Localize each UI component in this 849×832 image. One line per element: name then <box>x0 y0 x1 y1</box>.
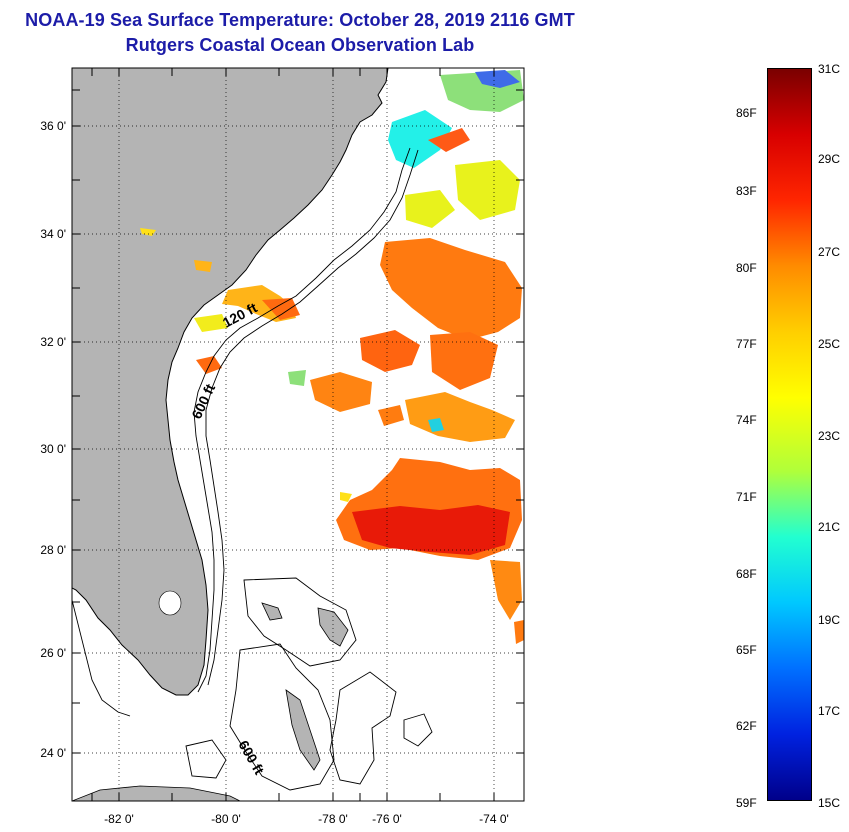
colorbar-c-label: 29C <box>818 152 841 166</box>
lat-label: 24 0' <box>40 746 66 760</box>
colorbar-f-label: 83F <box>736 184 757 198</box>
colorbar-c-label: 25C <box>818 337 841 351</box>
colorbar-c-label: 21C <box>818 520 841 534</box>
land-mainland <box>72 68 389 696</box>
lake-okeechobee <box>158 590 182 616</box>
land-bahamas-2 <box>285 689 321 771</box>
colorbar-c-label: 19C <box>818 613 841 627</box>
colorbar-f-label: 62F <box>736 719 757 733</box>
lon-label: -74 0' <box>479 812 509 826</box>
contour-label-600ft: 600 ft <box>188 381 218 421</box>
lat-ticks <box>72 89 524 754</box>
lon-label: -78 0' <box>318 812 348 826</box>
lat-label: 34 0' <box>40 227 66 241</box>
map-frame <box>71 67 525 802</box>
map-subtitle: Rutgers Coastal Ocean Observation Lab <box>125 35 475 55</box>
colorbar-f-label: 77F <box>736 337 757 351</box>
colorbar-c-label: 27C <box>818 245 841 259</box>
colorbar-f-label: 86F <box>736 106 757 120</box>
land-cuba <box>72 785 241 801</box>
colorbar-c-label: 23C <box>818 429 841 443</box>
lat-label: 36 0' <box>40 119 66 133</box>
colorbar-f-label: 71F <box>736 490 757 504</box>
sst-data <box>140 70 524 644</box>
colorbar-c-label: 17C <box>818 704 841 718</box>
land-bahamas-1 <box>317 607 349 647</box>
lon-label: -80 0' <box>211 812 241 826</box>
lon-ticks <box>91 68 495 801</box>
lat-label: 28 0' <box>40 543 66 557</box>
colorbar-f-label: 80F <box>736 261 757 275</box>
colorbar-f-label: 68F <box>736 567 757 581</box>
colorbar-c-label: 31C <box>818 62 841 76</box>
colorbar-c-label: 15C <box>818 796 841 810</box>
land-bahamas-3 <box>261 602 283 621</box>
lat-label: 32 0' <box>40 335 66 349</box>
graticule <box>72 68 524 801</box>
colorbar-f-label: 74F <box>736 413 757 427</box>
lat-label: 30 0' <box>40 442 66 456</box>
map-title: NOAA-19 Sea Surface Temperature: October… <box>25 10 575 30</box>
contour-label-600ft: 600 ft <box>235 738 267 778</box>
lat-label: 26 0' <box>40 646 66 660</box>
colorbar-f-label: 65F <box>736 643 757 657</box>
lon-label: -82 0' <box>104 812 134 826</box>
lon-label: -76 0' <box>372 812 402 826</box>
temperature-colorbar <box>767 68 812 801</box>
bathymetry-contours <box>72 147 433 791</box>
colorbar-f-label: 59F <box>736 796 757 810</box>
